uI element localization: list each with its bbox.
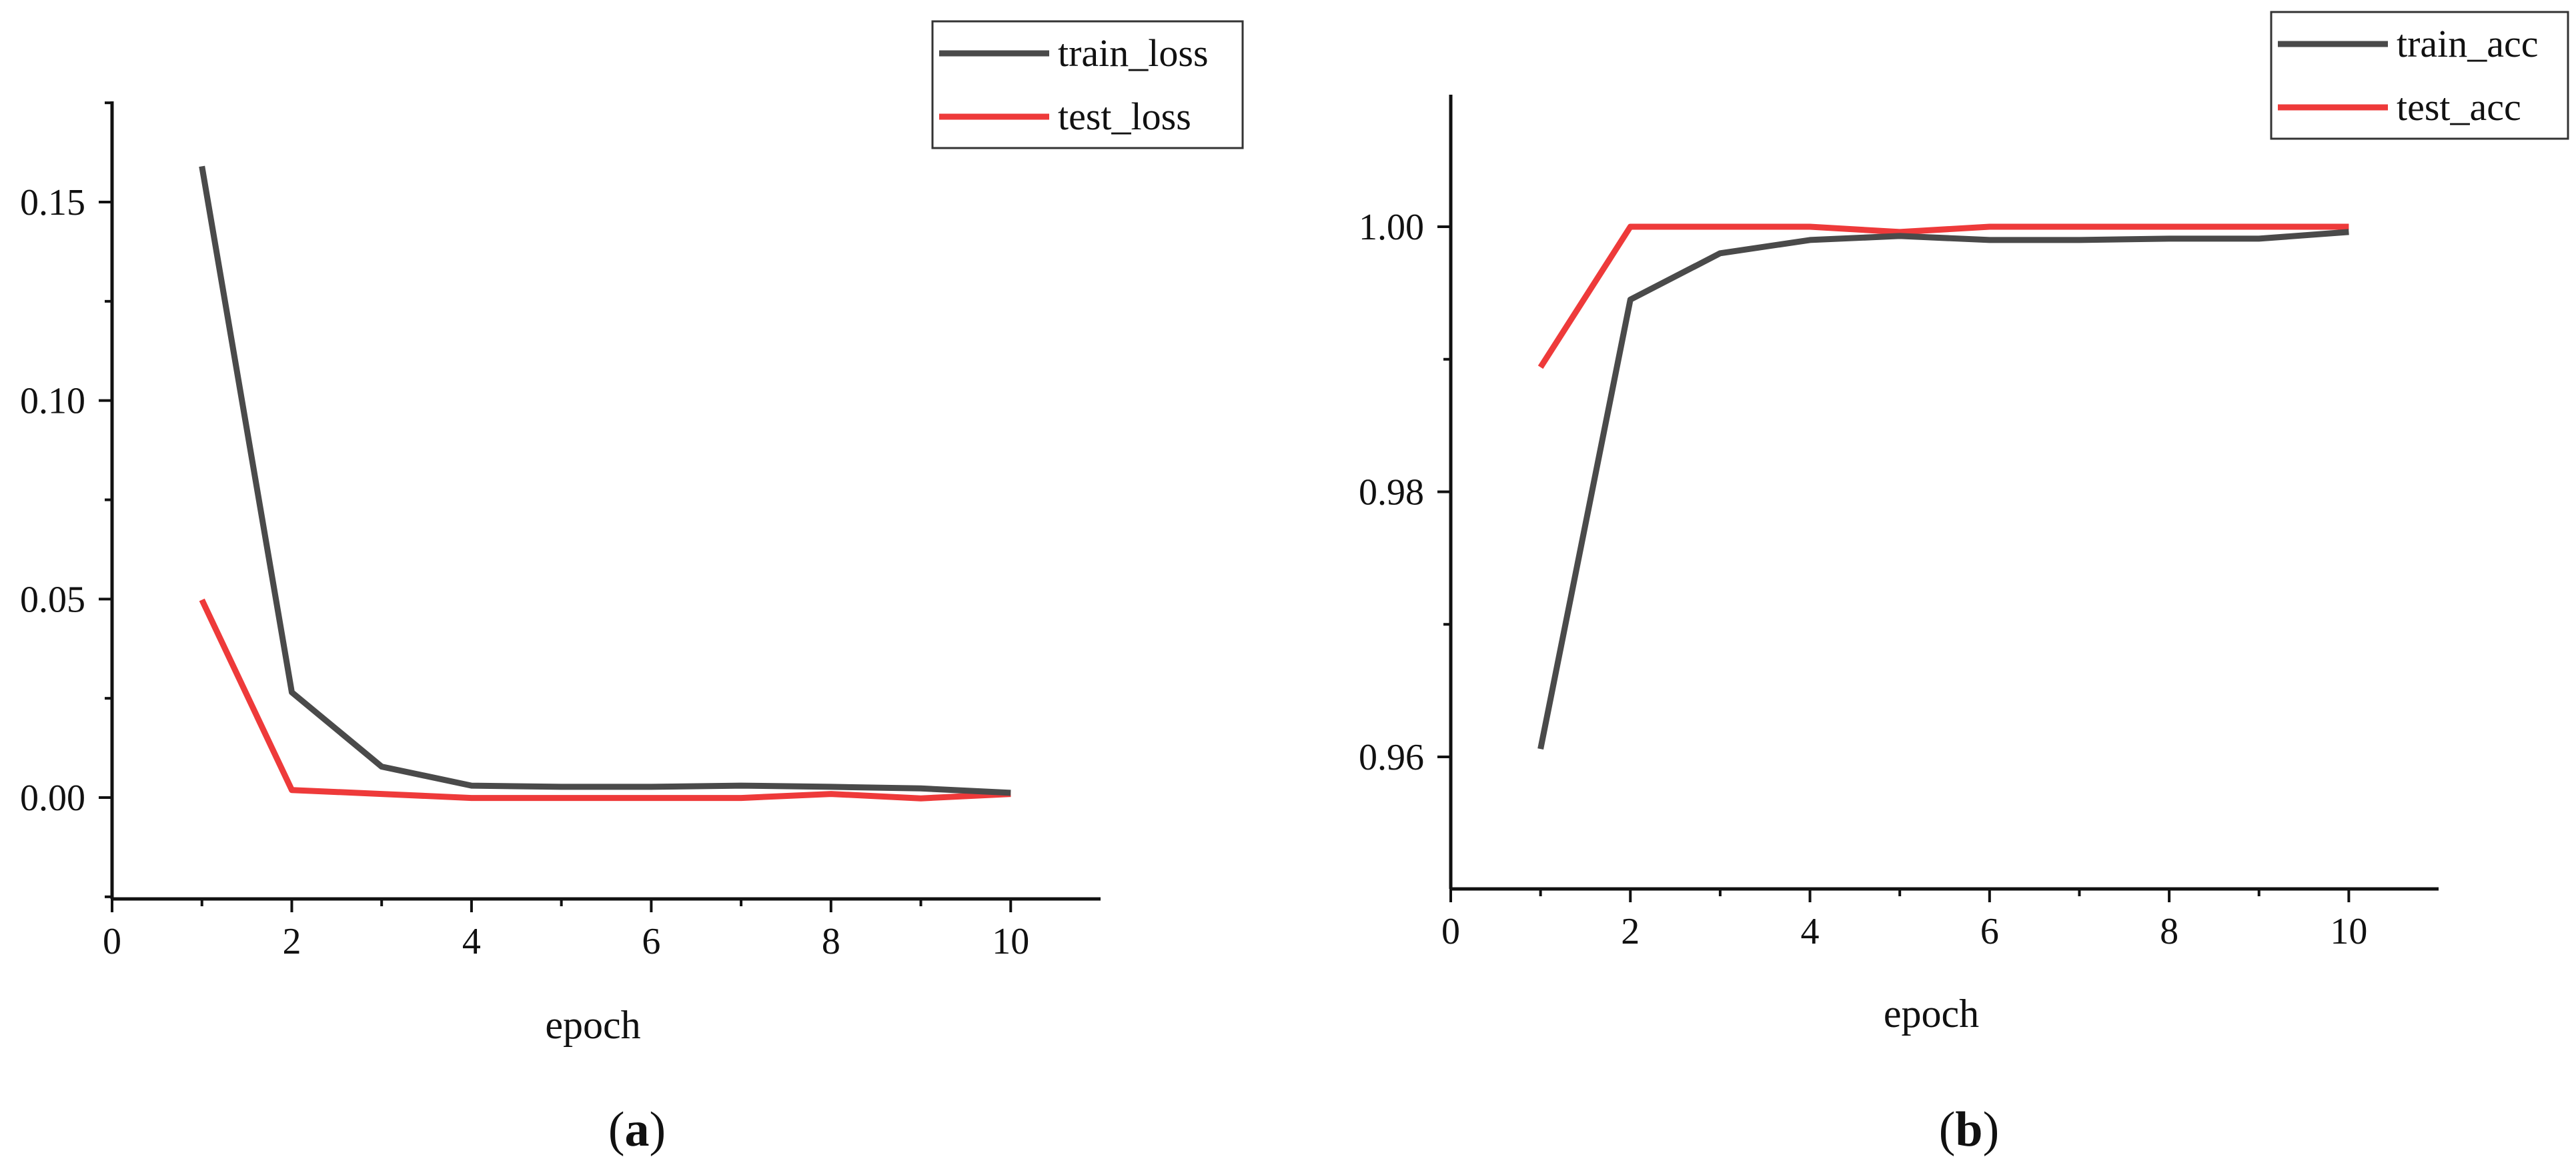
legend-box bbox=[931, 20, 1244, 149]
y-tick-label: 0.96 bbox=[1359, 737, 1424, 778]
panel-b-accuracy-chart: 0 2 4 6 8 10 0.96 0.98 1.00 train_acc test_accepoc… bbox=[1359, 11, 2569, 1157]
x-tick-label: 6 bbox=[642, 921, 660, 962]
x-tick-label: 4 bbox=[462, 921, 481, 962]
y-tick-label: 0.98 bbox=[1359, 472, 1424, 513]
series-line-test-loss bbox=[199, 598, 1011, 802]
x-tick-label: 4 bbox=[1801, 911, 1820, 952]
x-axis-title: epoch bbox=[545, 1003, 640, 1047]
legend: train_acc test_acc bbox=[2270, 11, 2569, 140]
y-tick-label: 0.15 bbox=[20, 182, 85, 223]
x-tick-label: 2 bbox=[1621, 911, 1640, 952]
x-tick-label: 0 bbox=[103, 921, 121, 962]
x-tick-label: 10 bbox=[992, 921, 1029, 962]
x-axis-title: epoch bbox=[1884, 992, 1979, 1036]
y-tick-label: 0.10 bbox=[20, 381, 85, 422]
legend-label-test-acc: test_acc bbox=[2397, 85, 2521, 129]
legend-label-train-acc: train_acc bbox=[2397, 22, 2539, 65]
x-tick-label: 2 bbox=[282, 921, 301, 962]
panel-a-loss-chart: 0 2 4 6 8 10 0.00 0.05 0.10 0.15 train_loss test_lo… bbox=[20, 20, 1244, 1157]
series-line-test-acc bbox=[1537, 223, 2349, 369]
x-tick-label: 8 bbox=[822, 921, 840, 962]
legend: train_loss test_loss bbox=[931, 20, 1244, 149]
series-line-train-loss bbox=[199, 165, 1011, 796]
panel-caption-letter: a bbox=[625, 1102, 650, 1157]
y-tick-label: 1.00 bbox=[1359, 207, 1424, 248]
legend-label-train-loss: train_loss bbox=[1058, 31, 1209, 75]
legend-label-test-loss: test_loss bbox=[1058, 95, 1191, 138]
panel-caption: (a) bbox=[608, 1102, 666, 1157]
panel-caption-letter: b bbox=[1955, 1102, 1982, 1157]
y-tick-label: 0.00 bbox=[20, 778, 85, 819]
x-tick-label: 10 bbox=[2330, 911, 2367, 952]
x-tick-label: 0 bbox=[1441, 911, 1460, 952]
series-line-train-acc bbox=[1537, 229, 2349, 750]
panel-caption: (b) bbox=[1939, 1102, 1999, 1157]
x-tick-label: 6 bbox=[1980, 911, 1999, 952]
x-tick-label: 8 bbox=[2160, 911, 2178, 952]
legend-box bbox=[2270, 11, 2569, 140]
y-tick-label: 0.05 bbox=[20, 579, 85, 620]
